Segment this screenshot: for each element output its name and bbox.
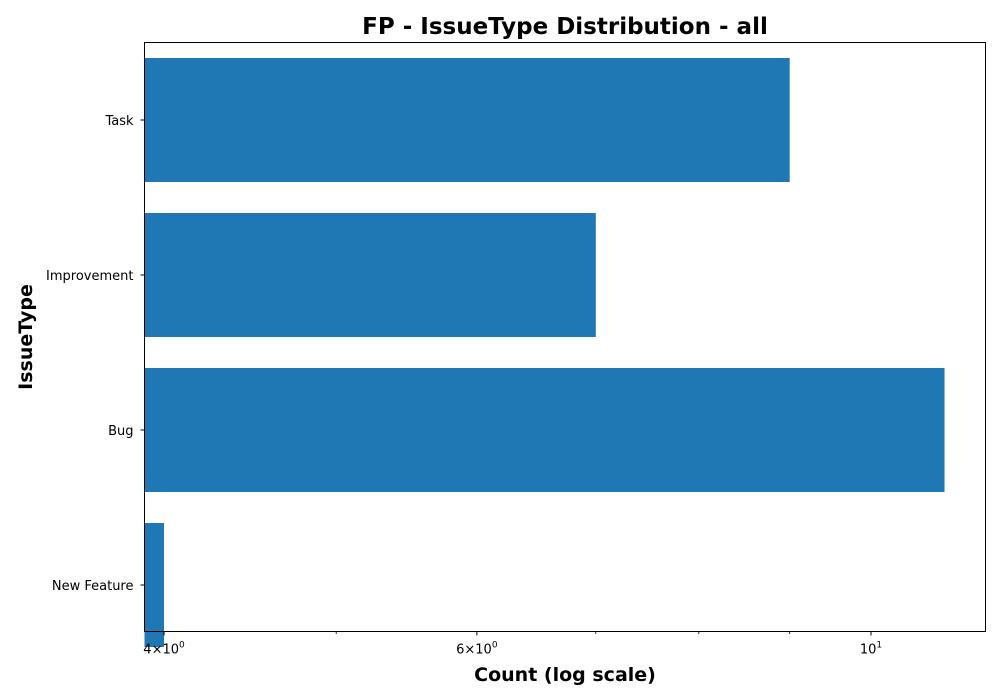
bar-task bbox=[145, 58, 790, 182]
chart-title: FP - IssueType Distribution - all bbox=[362, 14, 768, 40]
bar-bug bbox=[145, 368, 945, 492]
x-tick-label: 6×100 bbox=[456, 641, 498, 658]
y-tick-label: New Feature bbox=[52, 579, 134, 594]
y-tick-label: Task bbox=[104, 114, 134, 129]
y-axis-label: IssueType bbox=[15, 284, 37, 390]
bars-group bbox=[145, 58, 945, 647]
y-tick-label: Improvement bbox=[46, 269, 133, 284]
x-axis-ticks: 4×100 6×100 101 bbox=[143, 632, 882, 658]
bar-new-feature bbox=[145, 523, 165, 647]
x-tick-label: 4×100 bbox=[143, 641, 185, 658]
y-axis-ticks: Task Improvement Bug New Feature bbox=[46, 114, 144, 594]
bar-improvement bbox=[145, 213, 596, 337]
y-tick-label: Bug bbox=[108, 424, 133, 439]
x-tick-label: 101 bbox=[860, 641, 882, 658]
x-axis-label: Count (log scale) bbox=[474, 664, 656, 686]
